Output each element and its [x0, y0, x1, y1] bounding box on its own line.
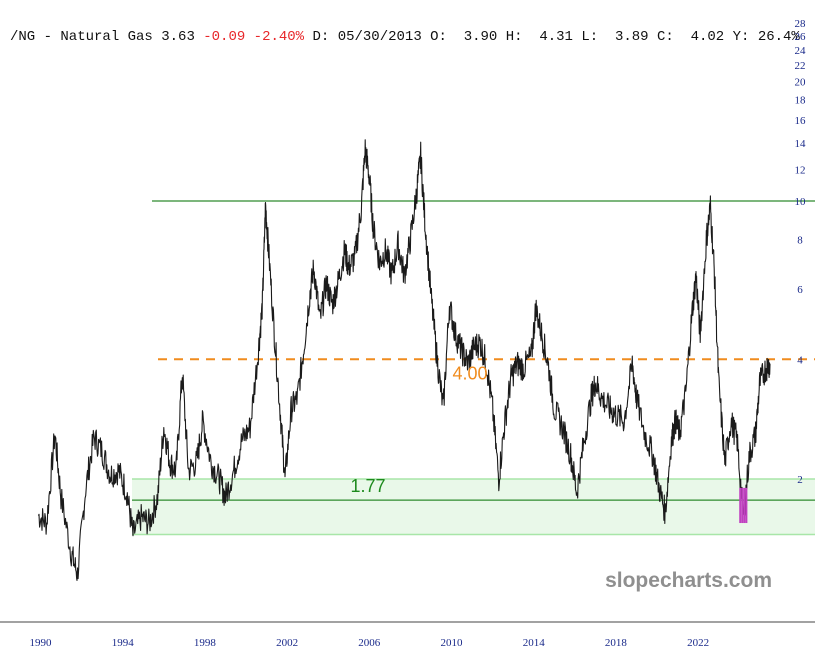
- annotations: 1.77 4.00: [350, 363, 487, 496]
- y-tick-11: 24: [795, 45, 807, 57]
- y-tick-9: 20: [795, 76, 807, 88]
- x-tick-1: 1994: [112, 637, 135, 649]
- zone-fill: [132, 479, 815, 535]
- y-tick-12: 26: [795, 31, 807, 43]
- x-tick-2: 1998: [194, 637, 217, 649]
- quote-header: /NG - Natural Gas 3.63 -0.09 -2.40% D: 0…: [10, 29, 800, 45]
- x-tick-6: 2014: [523, 637, 546, 649]
- last-price: 3.63: [161, 29, 195, 45]
- x-tick-4: 2006: [358, 637, 381, 649]
- highlight-bars: [739, 487, 748, 524]
- price-line: [37, 139, 771, 581]
- x-tick-8: 2022: [687, 637, 709, 649]
- line-label-1: 1.77: [350, 476, 385, 496]
- support-zone: [132, 478, 815, 536]
- date-readout: D: 05/30/2013: [312, 29, 422, 45]
- close-readout: C: 4.02: [657, 29, 725, 45]
- ytd-readout: Y: 26.4%: [732, 29, 800, 45]
- watermark: slopecharts.com: [605, 569, 772, 592]
- y-tick-4: 10: [795, 196, 807, 208]
- y-tick-13: 28: [795, 18, 807, 30]
- price-change: -0.09: [203, 29, 246, 45]
- x-tick-3: 2002: [276, 637, 298, 649]
- low-readout: L: 3.89: [581, 29, 649, 45]
- y-tick-0: 2: [797, 474, 803, 486]
- x-tick-7: 2018: [605, 637, 628, 649]
- x-tick-0: 1990: [30, 637, 53, 649]
- y-tick-7: 16: [795, 115, 807, 127]
- horizontal-lines: [132, 200, 815, 501]
- y-tick-2: 6: [797, 284, 803, 296]
- x-tick-5: 2010: [441, 637, 464, 649]
- open-readout: O: 3.90: [430, 29, 498, 45]
- y-tick-8: 18: [795, 94, 807, 106]
- symbol-label: /NG - Natural Gas: [10, 29, 153, 45]
- y-tick-5: 12: [795, 165, 806, 177]
- y-tick-1: 4: [797, 354, 803, 366]
- line-label-2: 4.00: [452, 363, 487, 383]
- x-axis: 1990 1994 1998 2002 2006 2010 2014 2018 2022: [0, 621, 815, 649]
- y-tick-10: 22: [795, 60, 806, 72]
- y-tick-3: 8: [797, 235, 803, 247]
- high-readout: H: 4.31: [505, 29, 573, 45]
- price-series: [37, 139, 771, 581]
- price-change-percent: -2.40%: [253, 29, 305, 45]
- y-tick-6: 14: [795, 138, 807, 150]
